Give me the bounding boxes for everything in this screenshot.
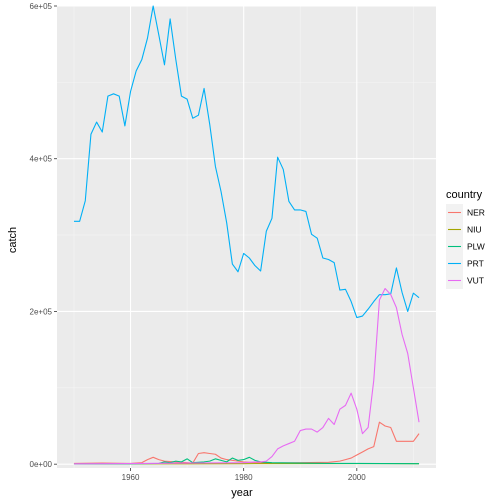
legend-label-niu: NIU: [467, 225, 482, 235]
legend-title: country: [446, 189, 483, 201]
minor-gridlines: [57, 6, 436, 468]
x-axis-title: year: [231, 487, 253, 499]
series-lines: [73, 5, 420, 465]
series-line-ner: [73, 421, 420, 464]
y-tick-label: 6e+05: [30, 2, 53, 11]
x-tick-label: 2000: [348, 473, 366, 482]
legend-label-plw: PLW: [467, 242, 485, 252]
legend-label-prt: PRT: [467, 259, 484, 269]
x-tick-label: 1980: [235, 473, 253, 482]
x-tick-label: 1960: [122, 473, 140, 482]
y-axis: 0e+00 2e+05 4e+05 6e+05: [30, 2, 57, 469]
x-axis: 1960 1980 2000: [122, 468, 366, 482]
series-line-plw: [73, 456, 420, 465]
series-line-vut: [73, 287, 420, 465]
y-tick-label: 0e+00: [30, 460, 53, 469]
y-axis-title: catch: [7, 227, 19, 253]
y-tick-label: 2e+05: [30, 307, 53, 316]
legend-label-ner: NER: [467, 208, 485, 218]
legend-label-vut: VUT: [467, 276, 484, 286]
legend: country NER NIU PLW PRT VUT: [446, 189, 485, 289]
plot-panel: [57, 6, 436, 468]
y-tick-label: 4e+05: [30, 155, 53, 164]
series-line-prt: [73, 5, 420, 319]
